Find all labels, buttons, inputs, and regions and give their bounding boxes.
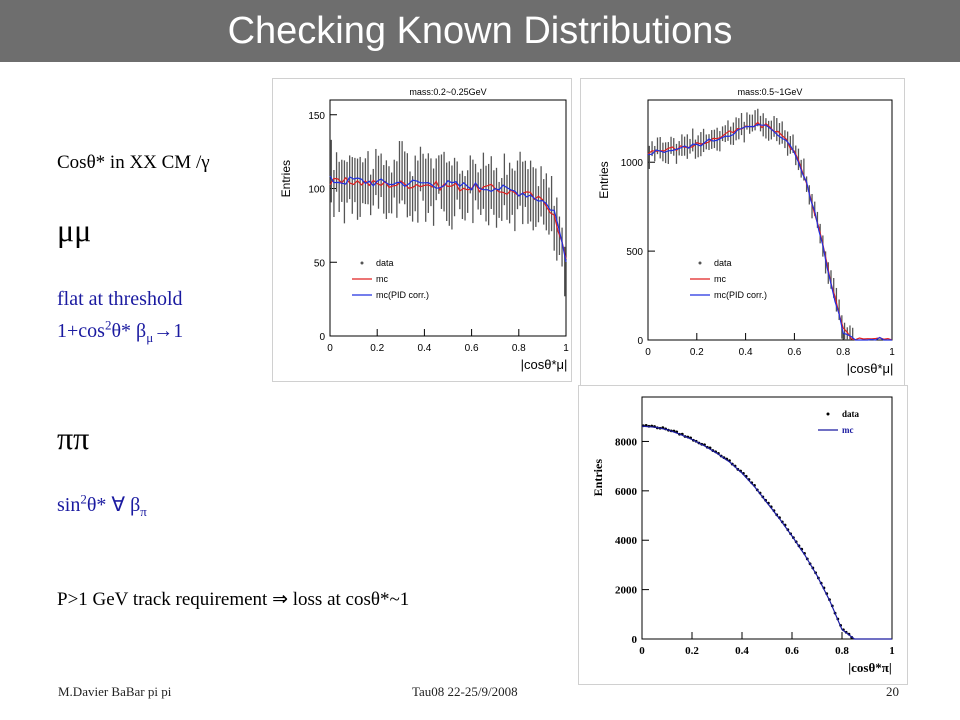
y-tick-label: 500 [626, 247, 643, 258]
plot-pipi-svg: 0 0.2 0.4 0.6 0.8 1 0 2000 4000 6000 8000 Entries |c… [578, 385, 908, 685]
legend-label: mc [842, 425, 854, 435]
plot-axes-box [641, 396, 893, 640]
pipi-sin-a: sin [57, 494, 81, 516]
plot-mumu-high-mass-svg: mass:0.5~1GeV 0 0.2 0.4 0.6 0.8 1 0 500 1000 Entri… [580, 78, 905, 388]
x-axis-label: |cosθ*π| [848, 660, 891, 675]
x-tick-label: 0 [639, 645, 645, 657]
footer-author: M.Davier BaBar pi pi [58, 684, 172, 699]
x-tick-label: 0 [327, 343, 333, 354]
plot-frame-outer [578, 385, 908, 685]
requirement-text: P>1 GeV track requirement ⇒ loss at cosθ… [57, 589, 410, 610]
series-line-mc [641, 425, 892, 640]
series-line-mc [329, 176, 567, 260]
x-tick-label: 0.2 [690, 347, 704, 358]
x-tick-label: 0.4 [739, 347, 753, 358]
plot-mumu-low-mass: mass:0.2~0.25GeV 0 0.2 0.4 0.6 0.8 1 0 50 100 150 E… [272, 78, 572, 382]
legend-label: mc [714, 274, 726, 284]
mumu-cos-sub: μ [146, 330, 154, 345]
plot-frame-outer [272, 78, 572, 382]
x-axis-label: |cosθ*μ| [521, 357, 568, 372]
legend-label: mc(PID corr.) [714, 290, 767, 300]
intro-text: Cosθ* in XX CM /γ [57, 152, 210, 173]
x-tick-label: 0.6 [787, 347, 801, 358]
y-tick-label: 50 [314, 258, 326, 269]
footer-conference: Tau08 22-25/9/2008 [412, 684, 518, 699]
x-tick-label: 0.4 [735, 645, 749, 657]
pipi-sin-sub: π [140, 504, 147, 519]
y-axis-label: Entries [279, 160, 293, 197]
y-tick-label: 0 [632, 634, 638, 646]
x-tick-label: 0.6 [465, 343, 479, 354]
y-axis-label: Entries [591, 459, 605, 497]
x-tick-label: 1 [889, 347, 895, 358]
mumu-cos-a: 1+cos [57, 320, 105, 342]
y-tick-label: 8000 [615, 436, 638, 448]
legend-label: mc(PID corr.) [376, 290, 429, 300]
y-tick-label: 0 [319, 332, 325, 343]
mumu-cos-c: θ* β [111, 320, 147, 342]
footer-page-number: 20 [886, 684, 899, 699]
plot-axes-box [329, 99, 567, 337]
x-tick-label: 0.8 [512, 343, 526, 354]
x-tick-label: 0.8 [835, 645, 849, 657]
y-tick-label: 0 [637, 336, 643, 347]
x-axis-label: |cosθ*μ| [847, 361, 894, 376]
pipi-header: ππ [57, 420, 90, 456]
plot-frame-outer [580, 78, 905, 388]
mumu-cos-text: 1+cos2θ* βμ→1 [57, 317, 184, 345]
y-tick-label: 150 [308, 111, 325, 122]
y-tick-label: 100 [308, 185, 325, 196]
pipi-sin-sup: 2 [80, 491, 87, 507]
y-tick-label: 6000 [615, 486, 638, 498]
pipi-sin-c: θ* ∀ β [86, 494, 141, 516]
x-tick-label: 0.2 [370, 343, 384, 354]
legend-label: data [714, 258, 732, 268]
legend-label: mc [376, 274, 388, 284]
plot-mumu-high-mass: mass:0.5~1GeV 0 0.2 0.4 0.6 0.8 1 0 500 1000 Entri… [580, 78, 905, 388]
slide-title: Checking Known Distributions [227, 10, 733, 52]
plot-axes-box [647, 99, 893, 341]
plot-mumu-low-mass-svg: mass:0.2~0.25GeV 0 0.2 0.4 0.6 0.8 1 0 50 100 150 E… [272, 78, 572, 382]
legend-marker-data [698, 261, 702, 265]
series-line-mcpidcorr [329, 175, 567, 263]
x-tick-label: 1 [563, 343, 569, 354]
mumu-flat-text: flat at threshold [57, 288, 183, 310]
legend-label: data [842, 409, 860, 419]
y-axis-label: Entries [597, 161, 611, 198]
mumu-cos-sup: 2 [104, 317, 112, 333]
pipi-sin-text: sin2θ* ∀ βπ [57, 491, 147, 519]
y-tick-label: 1000 [621, 158, 644, 169]
legend-marker-data [360, 261, 364, 265]
x-tick-label: 0.8 [836, 347, 850, 358]
title-bar [0, 0, 960, 62]
x-tick-label: 0.2 [685, 645, 699, 657]
legend-marker-data [826, 412, 830, 416]
mumu-header: μμ [57, 212, 92, 248]
y-tick-label: 2000 [615, 585, 638, 597]
plot-title: mass:0.2~0.25GeV [409, 87, 486, 97]
x-tick-label: 0.4 [417, 343, 431, 354]
x-tick-label: 0.6 [785, 645, 799, 657]
y-tick-label: 4000 [615, 535, 638, 547]
legend-label: data [376, 258, 394, 268]
x-tick-label: 1 [889, 645, 895, 657]
plot-pipi: 0 0.2 0.4 0.6 0.8 1 0 2000 4000 6000 8000 Entries |c… [578, 385, 908, 685]
series-line-mcpidcorr [647, 123, 892, 341]
plot-title: mass:0.5~1GeV [738, 87, 803, 97]
x-tick-label: 0 [645, 347, 651, 358]
mumu-cos-e: →1 [153, 320, 184, 342]
